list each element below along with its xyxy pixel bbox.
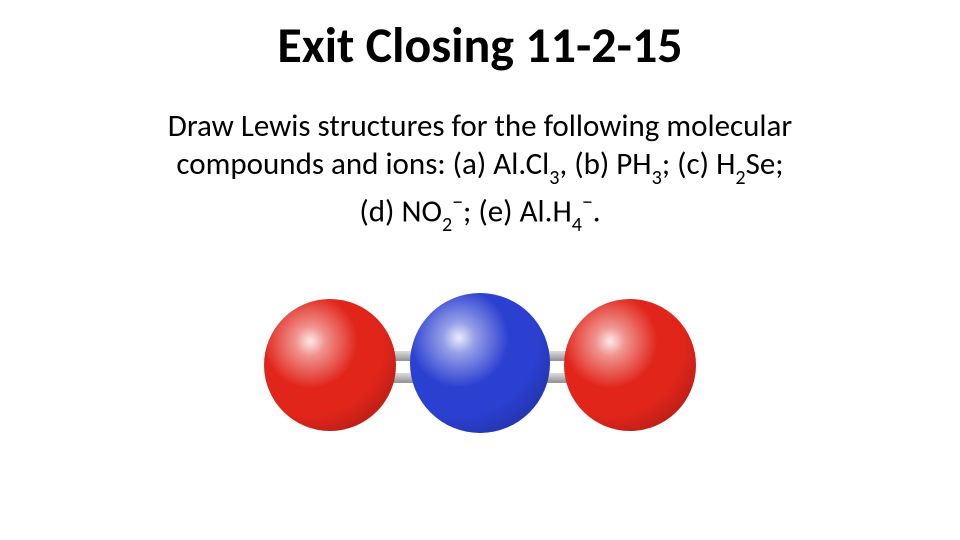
txt: (d) NO: [359, 192, 442, 230]
txt: compounds and ions: (a) Al.Cl: [176, 145, 549, 183]
sub: 4: [572, 213, 582, 237]
sub: 3: [549, 166, 559, 190]
txt: ; (e) Al.H: [463, 192, 572, 230]
atom-nitrogen-center: [410, 293, 550, 433]
page-title: Exit Closing 11-2-15: [0, 18, 960, 73]
sub: 3: [652, 166, 662, 190]
atom-highlight: [564, 299, 696, 431]
txt: .: [593, 192, 601, 230]
slide: Exit Closing 11-2-15 Draw Lewis structur…: [0, 18, 960, 540]
sup: −: [452, 188, 463, 215]
atom-oxygen-right: [564, 299, 696, 431]
instruction-text: Draw Lewis structures for the following …: [60, 107, 900, 236]
sub: 2: [735, 166, 745, 190]
sub: 2: [442, 213, 452, 237]
atom-highlight: [264, 299, 396, 431]
txt: Draw Lewis structures for the following …: [168, 107, 792, 145]
txt: ; (c) H: [662, 145, 736, 183]
molecule-diagram: [260, 265, 700, 465]
atom-highlight: [410, 293, 550, 433]
sup: −: [582, 188, 593, 215]
atom-oxygen-left: [264, 299, 396, 431]
txt: Se;: [746, 145, 784, 183]
txt: , (b) PH: [559, 145, 651, 183]
